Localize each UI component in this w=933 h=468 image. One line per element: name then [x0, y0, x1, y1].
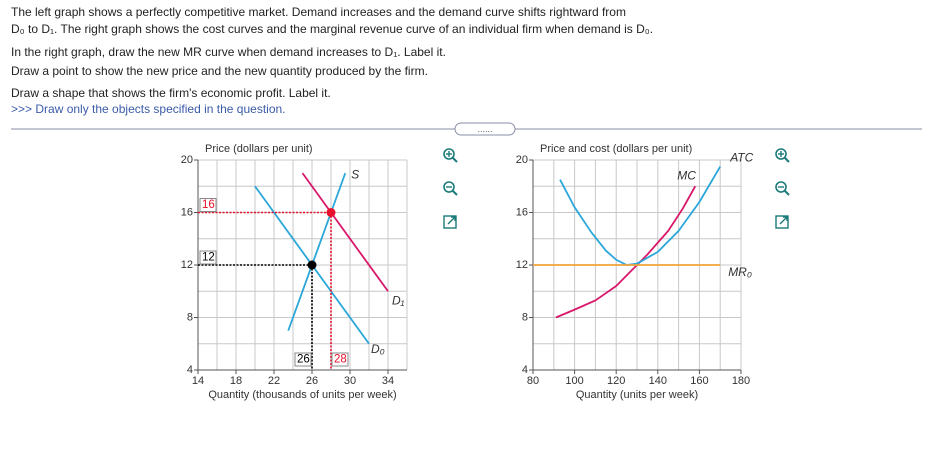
icon-box: [443, 215, 457, 229]
curve-label: ATC: [729, 151, 753, 165]
x-tick-label: 22: [268, 375, 280, 387]
x-tick-label: 140: [649, 375, 667, 387]
label-box: [199, 250, 217, 265]
label-box: [294, 352, 312, 367]
x-tick-label: 100: [565, 375, 583, 387]
x-tick-label: 180: [732, 375, 750, 387]
label-box: [199, 198, 217, 212]
icon-ring: [443, 181, 455, 193]
icon-arrow: [779, 216, 788, 225]
curve: [559, 166, 721, 266]
zoom-out-button[interactable]: [443, 181, 458, 196]
curve-label: D₁: [392, 293, 405, 307]
x-tick-label: 30: [344, 375, 356, 387]
point: [307, 260, 317, 270]
x-tick-label: 160: [690, 375, 708, 387]
curve: [287, 172, 347, 331]
x-tick-label: 14: [192, 375, 204, 387]
curve: [555, 185, 697, 319]
y-tick-label: 12: [181, 259, 193, 271]
y-tick-label: 4: [187, 364, 193, 376]
y-axis-label: Price (dollars per unit): [205, 143, 313, 155]
y-tick-label: 12: [516, 259, 528, 271]
curve-label: S: [351, 167, 359, 181]
icon-handle: [452, 157, 458, 163]
x-tick-label: 18: [230, 375, 242, 387]
quantity-label: 26: [297, 354, 310, 366]
toggle-text[interactable]: ......: [477, 124, 492, 134]
zoom-out-button[interactable]: [775, 181, 790, 196]
price-label: 16: [202, 199, 215, 211]
y-tick-label: 8: [522, 311, 528, 323]
instruction: The left graph shows a perfectly competi…: [11, 5, 626, 19]
zoom-in-button[interactable]: [775, 148, 790, 163]
y-tick-label: 16: [181, 206, 193, 218]
expand-button[interactable]: [775, 215, 789, 229]
icon-ring: [775, 181, 787, 193]
instruction: D₀ to D₁. The right graph shows the cost…: [11, 22, 654, 36]
x-tick-label: 34: [382, 375, 394, 387]
y-tick-label: 16: [516, 206, 528, 218]
instruction: In the right graph, draw the new MR curv…: [11, 45, 446, 59]
icon-ring: [443, 148, 455, 160]
curve: [301, 172, 389, 292]
hint: >>> Draw only the objects specified in t…: [11, 102, 286, 116]
expand-button[interactable]: [443, 215, 457, 229]
price-label: 12: [202, 252, 215, 264]
curve-label: D₀: [371, 342, 385, 356]
icon-arrow: [447, 216, 456, 225]
instruction: Draw a shape that shows the firm's econo…: [11, 86, 331, 100]
x-axis-label: Quantity (units per week): [576, 389, 698, 401]
y-tick-label: 20: [516, 154, 528, 166]
x-tick-label: 120: [607, 375, 625, 387]
y-tick-label: 4: [522, 364, 528, 376]
curve-label: MC: [677, 168, 696, 182]
icon-handle: [784, 157, 790, 163]
point: [326, 208, 336, 217]
quantity-label: 28: [334, 354, 347, 366]
x-tick-label: 26: [306, 375, 318, 387]
zoom-in-button[interactable]: [443, 148, 458, 163]
y-tick-label: 20: [181, 154, 193, 166]
icon-handle: [784, 190, 790, 196]
icon-handle: [452, 190, 458, 196]
toggle-button[interactable]: [454, 122, 516, 136]
label-box: [331, 352, 349, 367]
icon-ring: [775, 148, 787, 160]
curve-label: MR₀: [728, 265, 752, 279]
y-axis-label: Price and cost (dollars per unit): [540, 143, 692, 155]
icon-box: [775, 215, 789, 229]
x-axis-label: Quantity (thousands of units per week): [208, 389, 396, 401]
x-tick-label: 80: [527, 375, 539, 387]
y-tick-label: 8: [187, 311, 193, 323]
instruction: Draw a point to show the new price and t…: [11, 64, 428, 78]
